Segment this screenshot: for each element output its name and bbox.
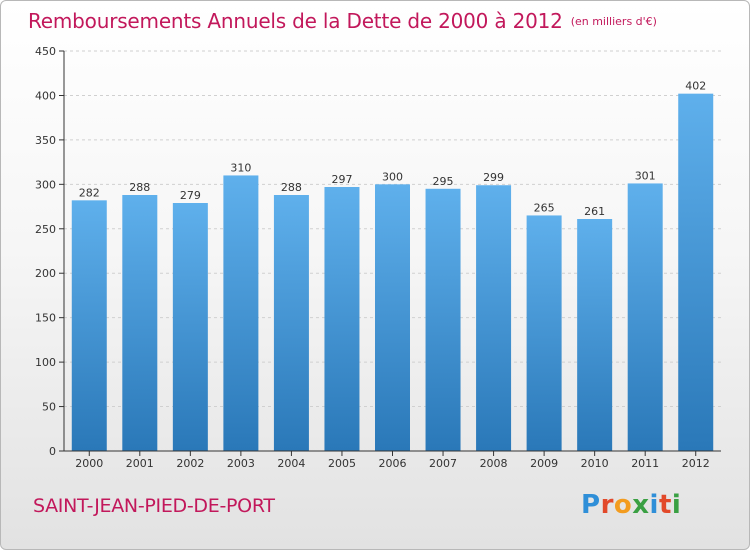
y-tick-label: 400: [35, 89, 56, 102]
logo-letter: P: [581, 490, 601, 520]
bar: [476, 185, 512, 451]
y-tick-label: 100: [35, 356, 56, 369]
logo-letter: x: [632, 490, 650, 520]
y-tick-label: 50: [42, 401, 56, 414]
logo-letter: o: [613, 490, 633, 520]
bar: [273, 195, 309, 451]
bar: [71, 200, 107, 451]
y-tick-label: 150: [35, 312, 56, 325]
x-tick-label: 2012: [682, 457, 710, 470]
bar-value-label: 297: [331, 173, 352, 186]
bar: [678, 93, 714, 452]
bar-value-label: 288: [129, 181, 150, 194]
bar-value-label: 288: [281, 181, 302, 194]
x-tick-label: 2002: [176, 457, 204, 470]
commune-name: SAINT-JEAN-PIED-DE-PORT: [33, 495, 275, 517]
bar-value-label: 301: [635, 169, 656, 182]
logo-letter: i: [649, 490, 659, 520]
bar-value-label: 279: [180, 189, 201, 202]
bar-value-label: 402: [685, 80, 706, 93]
x-tick-label: 2008: [480, 457, 508, 470]
chart-title-unit: (en milliers d'€): [570, 15, 657, 28]
y-tick-label: 450: [35, 45, 56, 58]
axes: 0 50 100 150 200 250 300 350 400 450 2000 2001 2002 2…: [35, 45, 721, 470]
x-tick-label: 2010: [581, 457, 609, 470]
x-tick-label: 2011: [631, 457, 659, 470]
y-tick-label: 200: [35, 267, 56, 280]
bar: [324, 187, 360, 451]
x-tick-label: 2009: [530, 457, 558, 470]
logo-letter: r: [600, 490, 614, 520]
bar-value-label: 261: [584, 205, 605, 218]
bar-value-label: 299: [483, 171, 504, 184]
logo-letter: t: [658, 490, 672, 520]
bar: [172, 203, 208, 451]
proxiti-logo: Proxiti: [581, 490, 681, 520]
bar: [577, 219, 613, 451]
logo-letter: i: [671, 490, 682, 520]
x-tick-label: 2006: [379, 457, 407, 470]
x-tick-label: 2007: [429, 457, 457, 470]
x-tick-label: 2005: [328, 457, 356, 470]
bar: [122, 195, 158, 451]
bar: [375, 184, 410, 452]
bar-value-label: 295: [433, 175, 454, 188]
chart-title-text: Remboursements Annuels de la Dette de 20…: [28, 9, 563, 33]
bar: [223, 175, 259, 451]
chart-title: Remboursements Annuels de la Dette de 20…: [28, 9, 657, 33]
y-tick-label: 0: [49, 445, 56, 458]
bar-value-label: 265: [534, 201, 555, 214]
x-tick-label: 2001: [126, 457, 154, 470]
bar: [425, 188, 461, 451]
y-tick-label: 350: [35, 134, 56, 147]
x-tick-label: 2004: [277, 457, 305, 470]
y-tick-label: 300: [35, 178, 56, 191]
x-tick-label: 2000: [75, 457, 103, 470]
bar-value-label: 310: [230, 161, 251, 174]
bar-value-label: 300: [382, 170, 403, 183]
x-tick-label: 2003: [227, 457, 255, 470]
y-tick-label: 250: [35, 223, 56, 236]
bar-series: 282 288 279 310 288 297 300 295 299 265 261 301 402: [71, 80, 714, 452]
bar: [526, 215, 562, 451]
bar: [627, 183, 663, 451]
bar-value-label: 282: [79, 186, 100, 199]
